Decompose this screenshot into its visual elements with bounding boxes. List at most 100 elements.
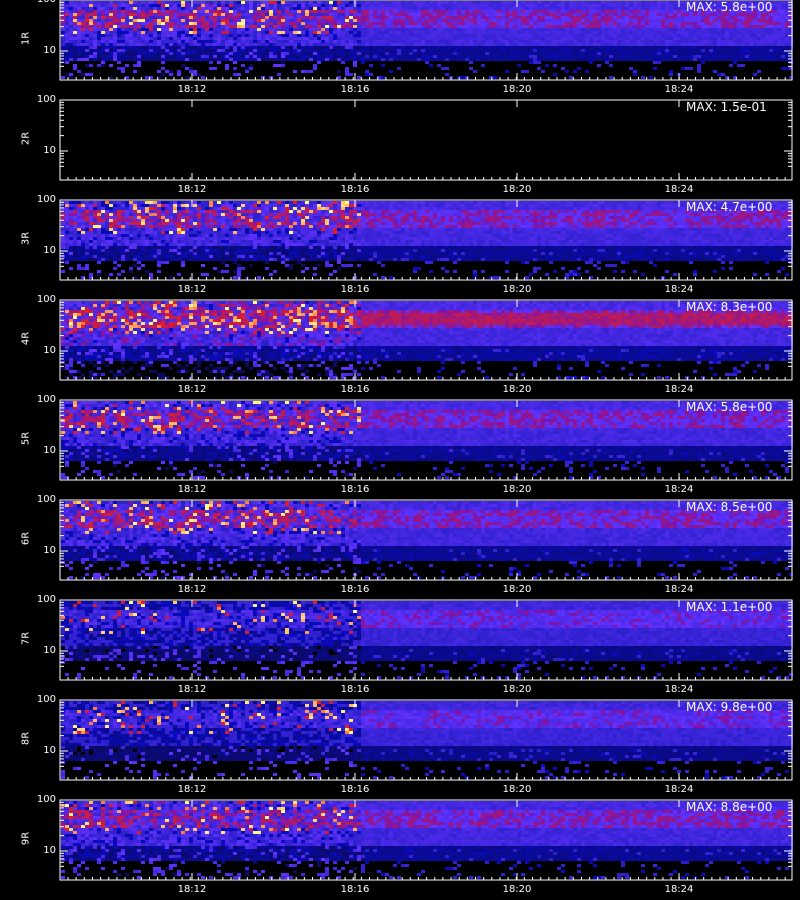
x-tick-label: 18:24 <box>659 884 699 895</box>
max-value-label: MAX: 5.8e+00 <box>686 400 772 414</box>
x-tick-label: 18:24 <box>659 484 699 495</box>
x-tick-label: 18:24 <box>659 584 699 595</box>
x-tick-label: 18:24 <box>659 184 699 195</box>
y-tick-label-10: 10 <box>30 45 56 56</box>
x-tick-label: 18:12 <box>172 784 212 795</box>
y-tick-label-10: 10 <box>30 445 56 456</box>
max-value-label: MAX: 8.8e+00 <box>686 800 772 814</box>
y-axis-ticks <box>60 0 792 80</box>
plot-frame <box>59 99 793 181</box>
x-tick-label: 18:24 <box>659 384 699 395</box>
x-tick-label: 18:12 <box>172 484 212 495</box>
x-tick-label: 18:20 <box>497 84 537 95</box>
spectrogram-panel-2R: 2R 100 10 MAX: 1.5e-01 18:12 18:16 18:20 18:24 <box>0 94 800 198</box>
x-tick-label: 18:20 <box>497 584 537 595</box>
spectrogram-panel-9R: 9R 100 10 MAX: 8.8e+00 18:12 18:16 18:20 18:24 <box>0 794 800 898</box>
y-axis-ticks <box>60 599 792 680</box>
x-tick-label: 18:24 <box>659 784 699 795</box>
heatmap-cells <box>61 1 793 79</box>
y-tick-label-10: 10 <box>30 345 56 356</box>
panel-plot-3R <box>59 199 793 281</box>
x-tick-label: 18:20 <box>497 184 537 195</box>
spectrogram-panel-8R: 8R 100 10 MAX: 9.8e+00 18:12 18:16 18:20 18:24 <box>0 694 800 798</box>
max-value-label: MAX: 1.1e+00 <box>686 600 772 614</box>
x-tick-label: 18:12 <box>172 384 212 395</box>
panel-plot-1R <box>59 0 793 81</box>
x-tick-label: 18:12 <box>172 884 212 895</box>
y-tick-label-10: 10 <box>30 745 56 756</box>
x-tick-label: 18:12 <box>172 684 212 695</box>
y-tick-label-100: 100 <box>30 394 56 405</box>
y-tick-label-10: 10 <box>30 545 56 556</box>
x-tick-label: 18:20 <box>497 784 537 795</box>
spectrogram-panel-6R: 6R 100 10 MAX: 8.5e+00 18:12 18:16 18:20 18:24 <box>0 494 800 598</box>
x-tick-label: 18:16 <box>335 84 375 95</box>
panel-plot-8R <box>59 699 793 781</box>
x-tick-label: 18:12 <box>172 184 212 195</box>
y-tick-label-100: 100 <box>30 194 56 205</box>
y-axis-ticks <box>60 399 792 480</box>
spectrogram-panel-3R: 3R 100 10 MAX: 4.7e+00 18:12 18:16 18:20 18:24 <box>0 194 800 298</box>
x-tick-label: 18:16 <box>335 584 375 595</box>
x-tick-label: 18:16 <box>335 784 375 795</box>
y-axis-ticks <box>60 99 792 180</box>
max-value-label: MAX: 4.7e+00 <box>686 200 772 214</box>
heatmap-cells <box>61 701 793 779</box>
x-tick-label: 18:12 <box>172 284 212 295</box>
y-tick-label-100: 100 <box>30 0 56 5</box>
spectrogram-panel-4R: 4R 100 10 MAX: 8.3e+00 18:12 18:16 18:20 18:24 <box>0 294 800 398</box>
x-tick-label: 18:16 <box>335 384 375 395</box>
y-tick-label-100: 100 <box>30 794 56 805</box>
x-tick-label: 18:12 <box>172 584 212 595</box>
plot-frame <box>59 599 793 681</box>
y-axis-ticks <box>60 199 792 280</box>
spectrogram-panel-5R: 5R 100 10 MAX: 5.8e+00 18:12 18:16 18:20 18:24 <box>0 394 800 498</box>
x-tick-label: 18:20 <box>497 384 537 395</box>
heatmap-cells <box>61 201 793 279</box>
x-tick-label: 18:24 <box>659 284 699 295</box>
heatmap-cells <box>61 601 793 679</box>
x-tick-label: 18:16 <box>335 284 375 295</box>
y-tick-label-100: 100 <box>30 294 56 305</box>
max-value-label: MAX: 9.8e+00 <box>686 700 772 714</box>
plot-frame <box>59 399 793 481</box>
max-value-label: MAX: 8.3e+00 <box>686 300 772 314</box>
y-axis-ticks <box>60 299 792 380</box>
panel-plot-5R <box>59 399 793 481</box>
x-tick-label: 18:24 <box>659 84 699 95</box>
x-tick-label: 18:16 <box>335 184 375 195</box>
y-tick-label-100: 100 <box>30 694 56 705</box>
panel-plot-4R <box>59 299 793 381</box>
heatmap-cells <box>61 501 793 579</box>
y-axis-ticks <box>60 699 792 780</box>
x-tick-label: 18:20 <box>497 684 537 695</box>
y-tick-label-100: 100 <box>30 494 56 505</box>
x-tick-label: 18:12 <box>172 84 212 95</box>
y-tick-label-10: 10 <box>30 245 56 256</box>
plot-frame <box>59 499 793 581</box>
y-axis-ticks <box>60 799 792 880</box>
y-tick-label-100: 100 <box>30 94 56 105</box>
plot-frame <box>59 199 793 281</box>
panel-plot-6R <box>59 499 793 581</box>
heatmap-cells <box>61 801 793 879</box>
max-value-label: MAX: 8.5e+00 <box>686 500 772 514</box>
panel-plot-7R <box>59 599 793 681</box>
y-tick-label-10: 10 <box>30 645 56 656</box>
x-tick-label: 18:16 <box>335 884 375 895</box>
plot-frame <box>59 699 793 781</box>
spectrogram-panel-7R: 7R 100 10 MAX: 1.1e+00 18:12 18:16 18:20 18:24 <box>0 594 800 698</box>
y-tick-label-10: 10 <box>30 845 56 856</box>
x-tick-label: 18:16 <box>335 684 375 695</box>
x-tick-label: 18:20 <box>497 284 537 295</box>
x-tick-label: 18:20 <box>497 484 537 495</box>
plot-frame <box>59 299 793 381</box>
y-axis-ticks <box>60 499 792 580</box>
max-value-label: MAX: 5.8e+00 <box>686 0 772 14</box>
panel-plot-9R <box>59 799 793 881</box>
x-tick-label: 18:16 <box>335 484 375 495</box>
heatmap-cells <box>61 401 793 479</box>
y-tick-label-10: 10 <box>30 145 56 156</box>
